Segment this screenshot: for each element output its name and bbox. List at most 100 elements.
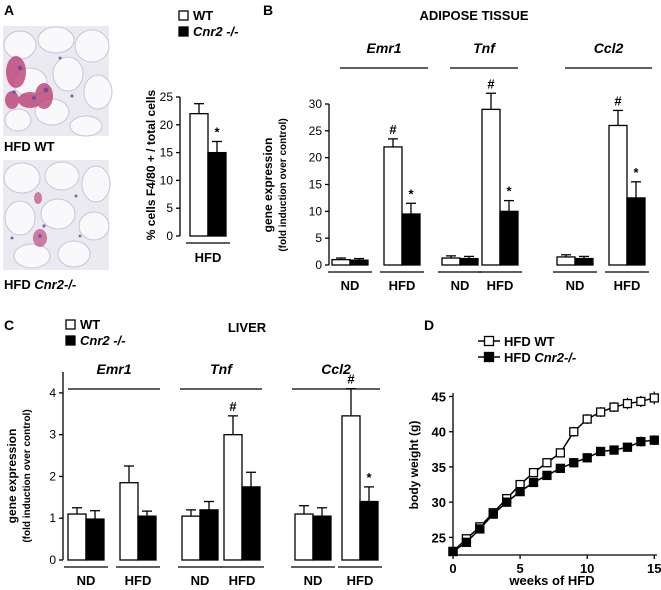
y-tick-label: 40	[432, 425, 446, 440]
y-tick-label: 0	[315, 258, 322, 272]
legend-label-hfd-cnr2: HFD Cnr2-/-	[504, 350, 576, 365]
image-label-hfd-wt: HFD WT	[4, 139, 55, 154]
y-tick-label: 25	[309, 124, 323, 138]
bar-wt	[481, 108, 501, 266]
bar-wt	[331, 258, 351, 266]
bar-wt	[341, 415, 361, 561]
y-tick-label: 20	[160, 118, 174, 132]
bar-wt	[383, 146, 403, 266]
x-tick-label: 0	[449, 561, 456, 576]
panel-c-chart: 0 1 2 3 4 # # * ND HFD ND HFD ND HFD Emr1 Tnf Ccl2	[49, 361, 382, 588]
marker-hfd-wt	[582, 414, 592, 424]
panel-b-ylabel2: (fold induction over control)	[278, 118, 289, 251]
bar-cnr2	[626, 197, 646, 266]
bar-cnr2	[85, 518, 105, 561]
y-tick-label: 10	[160, 173, 174, 187]
group-label: Ccl2	[594, 40, 624, 56]
legend-swatch-cnr2	[65, 335, 76, 346]
bar-wt	[608, 124, 628, 266]
legend-label-cnr2: Cnr2 -/-	[80, 333, 126, 348]
y-tick-label: 5	[166, 201, 173, 215]
significance-mark: *	[366, 470, 372, 485]
significance-mark: *	[214, 124, 220, 139]
y-tick-label: 15	[309, 178, 323, 192]
panel-c-title: LIVER	[228, 320, 267, 335]
category-label: HFD	[195, 250, 222, 265]
bar-cnr2	[574, 257, 594, 266]
y-tick-label: 15	[160, 146, 174, 160]
group-label: Emr1	[96, 361, 131, 377]
marker-hfd-cnr2	[595, 446, 606, 457]
group-label: Emr1	[366, 40, 401, 56]
category-label: ND	[77, 573, 96, 588]
significance-mark: *	[506, 184, 512, 199]
x-tick-label: 5	[516, 561, 523, 576]
marker-hfd-wt	[528, 467, 539, 478]
category-label: HFD	[229, 573, 256, 588]
panel-c-letter: C	[4, 317, 14, 333]
bar-wt	[67, 513, 87, 561]
category-label: HFD	[614, 278, 641, 293]
legend-label-wt: WT	[80, 317, 100, 332]
marker-hfd-wt	[649, 393, 659, 403]
panel-b-chart: 0 5 10 15 20 25 30 ND HFD ND HFD ND HFD # * # * # * Emr1 Tnf…	[309, 40, 652, 293]
x-tick-label: 10	[580, 561, 594, 576]
category-label: HFD	[389, 278, 416, 293]
bar-wt	[189, 113, 209, 237]
significance-mark: #	[487, 76, 495, 91]
legend-label-cnr2: Cnr2 -/-	[193, 24, 239, 39]
panel-d-letter: D	[424, 317, 434, 333]
panel-d-ylabel: body weight (g)	[407, 421, 421, 510]
bar-cnr2	[499, 210, 519, 266]
marker-hfd-wt	[542, 458, 552, 468]
micrograph-hfd-wt	[3, 26, 113, 137]
y-tick-label: 25	[432, 530, 446, 545]
category-label: HFD	[347, 573, 374, 588]
y-tick-label: 5	[315, 231, 322, 245]
panel-b-ylabel: gene expression	[261, 138, 275, 233]
marker-hfd-cnr2	[488, 509, 498, 519]
y-tick-label: 0	[49, 553, 56, 567]
marker-hfd-wt	[609, 402, 619, 412]
y-tick-label: 20	[309, 151, 323, 165]
marker-hfd-cnr2	[622, 442, 633, 452]
significance-mark: *	[633, 165, 639, 180]
legend-label-hfd-wt: HFD WT	[504, 334, 555, 349]
bar-cnr2	[241, 486, 261, 561]
panel-a-letter: A	[4, 2, 14, 18]
y-tick-label: 25	[160, 90, 174, 104]
bar-cnr2	[359, 500, 379, 561]
series-line-hfd-cnr2	[452, 439, 655, 553]
legend-label-wt: WT	[193, 8, 213, 23]
x-tick-label: 15	[647, 561, 661, 576]
marker-hfd-cnr2	[502, 497, 512, 507]
panel-c-ylabel2: (fold induction over control)	[22, 409, 33, 542]
bar-wt	[119, 482, 139, 561]
marker-hfd-cnr2	[609, 445, 619, 455]
bar-wt	[556, 256, 576, 266]
bar-cnr2	[199, 509, 219, 561]
significance-mark: *	[408, 186, 414, 201]
significance-mark: #	[347, 372, 355, 387]
marker-hfd-cnr2	[528, 477, 539, 488]
legend-swatch-cnr2	[178, 26, 189, 37]
marker-hfd-cnr2	[555, 463, 566, 474]
significance-mark: #	[229, 399, 237, 414]
legend-marker-hfd-wt	[483, 335, 495, 347]
y-tick-label: 30	[432, 495, 446, 510]
marker-hfd-wt	[595, 407, 606, 417]
panel-d-legend: HFD WT HFD Cnr2-/-	[478, 334, 576, 365]
category-label: ND	[341, 278, 360, 293]
marker-hfd-cnr2	[582, 453, 592, 463]
bar-wt	[181, 515, 201, 561]
panel-d-xlabel: weeks of HFD	[508, 573, 594, 588]
marker-hfd-wt	[569, 427, 579, 437]
marker-hfd-cnr2	[461, 537, 472, 547]
panel-b-title: ADIPOSE TISSUE	[419, 8, 528, 23]
panel-a-ylabel: % cells F4/80 + / total cells	[144, 89, 158, 240]
marker-hfd-wt	[555, 448, 566, 458]
legend-marker-hfd-cnr2	[483, 351, 495, 363]
group-label: Ccl2	[321, 361, 351, 377]
bar-cnr2	[459, 257, 479, 266]
